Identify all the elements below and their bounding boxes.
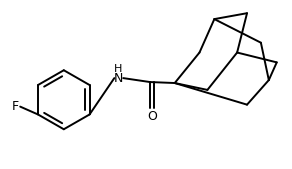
Text: F: F [12, 100, 19, 113]
Text: H: H [114, 64, 122, 74]
Text: N: N [114, 72, 123, 85]
Text: O: O [147, 110, 157, 123]
